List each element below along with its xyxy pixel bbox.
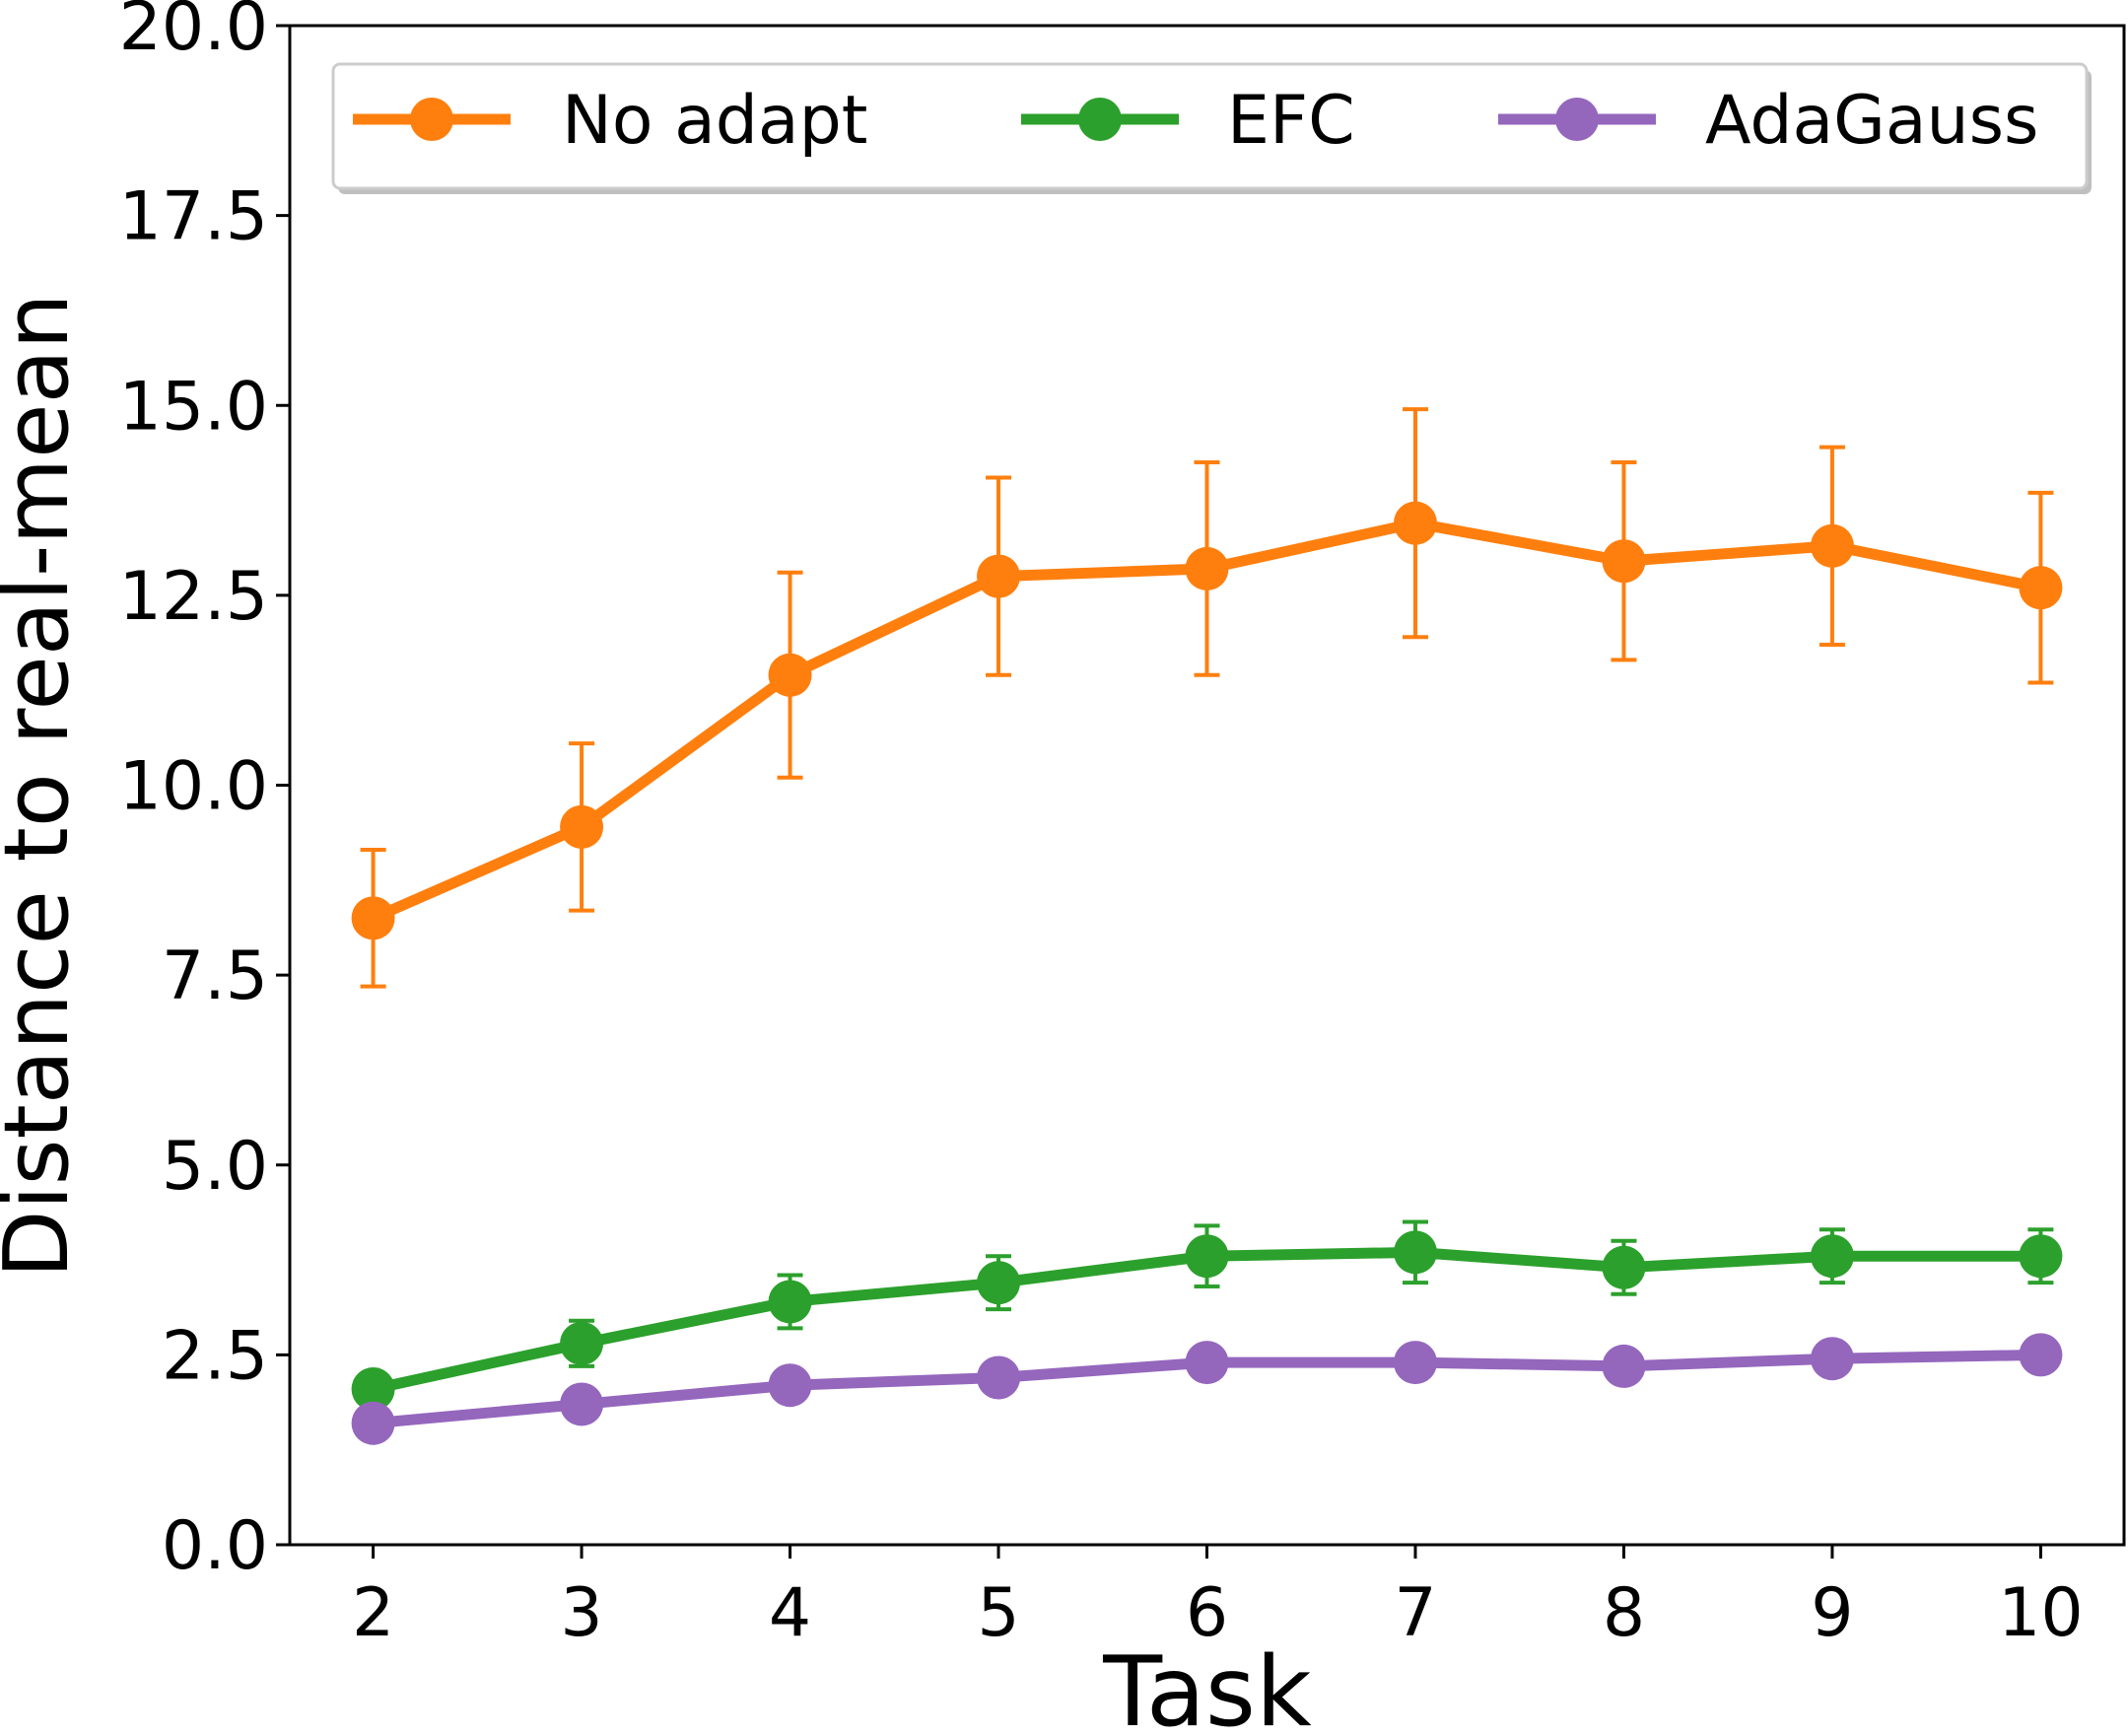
y-tick-label: 5.0 [162, 1128, 268, 1206]
data-point [768, 1363, 812, 1408]
y-axis: 0.0 2.5 5.0 7.5 10.0 12.5 15.0 17.5 20.0 [119, 0, 290, 1585]
axes-frame [288, 24, 2126, 1547]
legend-label: EFC [1227, 82, 1355, 160]
data-point [1185, 1234, 1229, 1279]
y-tick-label: 2.5 [162, 1317, 268, 1395]
data-point [768, 653, 812, 697]
y-tick-label: 10.0 [119, 748, 268, 826]
legend-label: No adapt [562, 82, 867, 160]
legend-marker [1078, 98, 1122, 141]
x-axis-label: Task [1102, 1636, 1312, 1736]
data-point [1393, 501, 1437, 545]
data-point [351, 1367, 395, 1412]
y-tick-label: 12.5 [119, 558, 268, 636]
y-tick-label: 0.0 [162, 1507, 268, 1585]
data-point [1185, 546, 1229, 590]
data-point [977, 554, 1021, 598]
legend-box [331, 62, 2089, 190]
data-point [2019, 566, 2063, 610]
series-efc [351, 1219, 2063, 1412]
y-tick-label: 15.0 [119, 368, 268, 446]
x-tick-label: 9 [1811, 1574, 1853, 1652]
data-point [1602, 1245, 1646, 1289]
x-tick-label: 4 [769, 1574, 811, 1652]
data-point [560, 804, 604, 849]
series-no-adapt [351, 407, 2063, 989]
data-point [1602, 1344, 1646, 1388]
legend-marker [410, 98, 453, 141]
data-point [977, 1261, 1021, 1305]
x-tick-label: 8 [1603, 1574, 1645, 1652]
legend: No adapt EFC AdaGauss [331, 62, 2092, 194]
data-point [2019, 1333, 2063, 1377]
plot-area [351, 407, 2063, 1445]
y-tick-label: 20.0 [119, 0, 268, 66]
x-tick-label: 7 [1394, 1574, 1436, 1652]
x-axis: 2 3 4 5 6 7 8 9 10 [352, 1545, 2084, 1652]
data-point [2019, 1234, 2063, 1279]
x-tick-label: 2 [352, 1574, 394, 1652]
y-tick-label: 17.5 [119, 178, 268, 256]
data-point [1393, 1230, 1437, 1275]
series-adagauss [351, 1333, 2063, 1445]
data-point [560, 1382, 604, 1426]
data-point [977, 1355, 1021, 1400]
x-tick-label: 5 [977, 1574, 1019, 1652]
data-point [1602, 539, 1646, 584]
data-point [351, 1401, 395, 1445]
x-tick-label: 3 [560, 1574, 602, 1652]
data-point [1185, 1341, 1229, 1385]
x-tick-label: 6 [1186, 1574, 1228, 1652]
data-point [1810, 1337, 1854, 1381]
data-point [1810, 523, 1854, 568]
data-point [1393, 1341, 1437, 1385]
data-point [351, 896, 395, 940]
y-tick-label: 7.5 [162, 937, 268, 1015]
data-point [768, 1280, 812, 1324]
data-point [1810, 1234, 1854, 1279]
legend-label: AdaGauss [1705, 82, 2038, 160]
data-point [560, 1321, 604, 1365]
x-tick-label: 10 [1998, 1574, 2084, 1652]
y-axis-label: Distance to real-mean [0, 293, 89, 1278]
legend-marker [1555, 98, 1599, 141]
